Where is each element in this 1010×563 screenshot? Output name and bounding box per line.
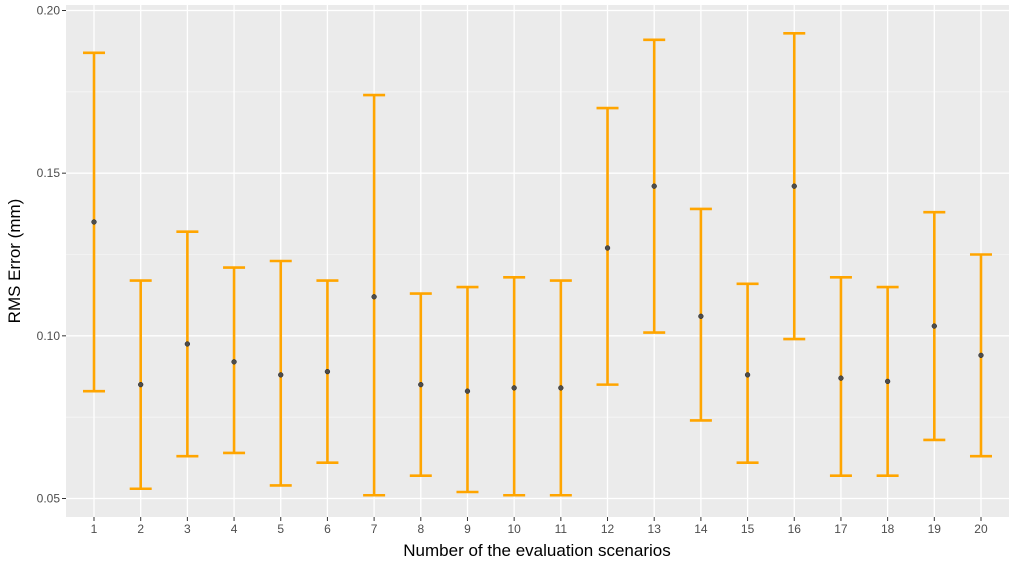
mean-point-10 [511, 385, 517, 391]
mean-point-15 [744, 372, 751, 378]
x-tick-label: 14 [694, 522, 708, 536]
mean-point-16 [791, 183, 797, 189]
x-tick-label: 2 [137, 522, 144, 536]
mean-point-13 [651, 183, 657, 189]
mean-point-14 [698, 313, 704, 319]
x-tick-label: 16 [788, 522, 802, 536]
x-tick-label: 7 [371, 522, 378, 536]
x-tick-label: 1 [91, 522, 98, 536]
mean-point-6 [324, 368, 331, 375]
mean-point-11 [558, 385, 564, 391]
x-tick-label: 6 [324, 522, 331, 536]
minor-grid [66, 91, 1009, 418]
mean-point-8 [418, 381, 424, 388]
mean-point-12 [604, 245, 611, 251]
x-tick-label: 9 [464, 522, 471, 536]
mean-point-3 [184, 341, 191, 347]
x-axis: 1 2 3 4 5 6 7 8 9 10 11 12 13 14 15 16 17 18 19 20 [91, 517, 988, 536]
mean-points [91, 183, 984, 394]
y-tick-label: 0.20 [37, 4, 61, 18]
mean-point-2 [138, 381, 144, 388]
y-axis: 0.05 0.10 0.15 0.20 [37, 4, 66, 506]
x-axis-title: Number of the evaluation scenarios [403, 541, 670, 560]
plot-panel [66, 5, 1009, 517]
y-tick-label: 0.15 [37, 166, 61, 180]
x-tick-label: 13 [648, 522, 662, 536]
x-tick-label: 11 [555, 522, 568, 536]
x-tick-label: 20 [974, 522, 988, 536]
y-tick-label: 0.10 [37, 329, 61, 343]
mean-point-4 [231, 359, 237, 365]
mean-point-18 [884, 378, 891, 385]
x-tick-label: 4 [231, 522, 238, 536]
mean-point-9 [464, 388, 471, 394]
x-tick-label: 5 [277, 522, 284, 536]
mean-point-17 [838, 375, 844, 381]
x-tick-label: 15 [741, 522, 755, 536]
x-tick-label: 8 [417, 522, 424, 536]
mean-point-1 [91, 219, 97, 225]
mean-point-5 [278, 372, 284, 378]
mean-point-19 [931, 323, 937, 329]
x-tick-label: 18 [881, 522, 895, 536]
y-axis-title: RMS Error (mm) [5, 199, 24, 324]
x-tick-label: 17 [834, 522, 848, 536]
x-tick-label: 3 [184, 522, 191, 536]
mean-point-7 [371, 294, 377, 300]
mean-point-20 [978, 352, 984, 359]
y-tick-label: 0.05 [37, 492, 61, 506]
x-tick-label: 19 [928, 522, 942, 536]
x-tick-label: 12 [601, 522, 615, 536]
x-tick-label: 10 [507, 522, 521, 536]
